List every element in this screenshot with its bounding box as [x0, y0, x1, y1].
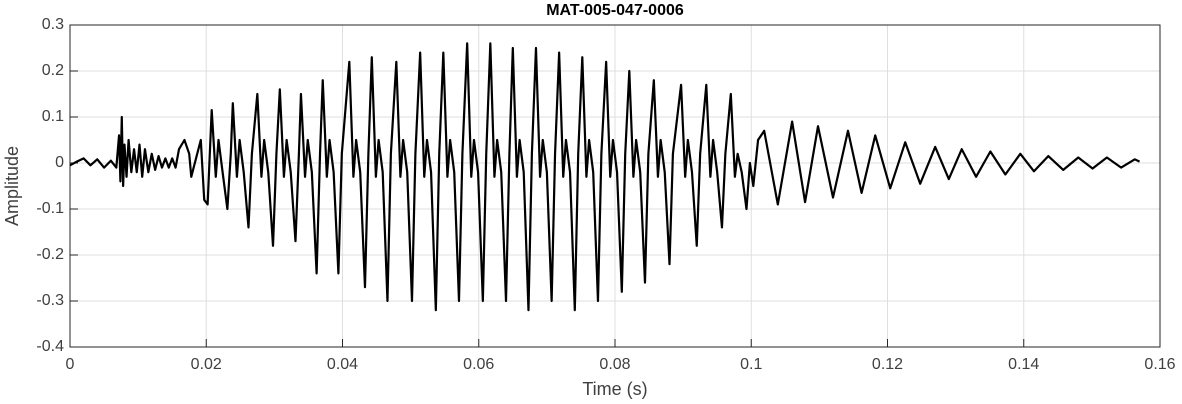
chart-title: MAT-005-047-0006: [546, 2, 684, 19]
x-tick-label: 0.04: [327, 356, 358, 373]
y-axis-label: Amplitude: [2, 146, 22, 226]
x-tick-label: 0.06: [463, 356, 494, 373]
y-tick-label: 0: [55, 154, 64, 171]
x-tick-label: 0.14: [1008, 356, 1039, 373]
waveform-line: [69, 42, 1141, 312]
y-tick-label: -0.3: [36, 292, 64, 309]
x-tick-label: 0.08: [599, 356, 630, 373]
y-tick-label: -0.4: [36, 338, 64, 355]
x-tick-label: 0.1: [740, 356, 762, 373]
x-axis-label: Time (s): [582, 379, 647, 399]
y-tick-label: 0.3: [42, 16, 64, 33]
x-tick-label: 0.02: [191, 356, 222, 373]
y-tick-label: 0.2: [42, 62, 64, 79]
x-tick-label: 0.12: [872, 356, 903, 373]
x-tick-label: 0: [66, 356, 75, 373]
x-tick-label: 0.16: [1144, 356, 1175, 373]
y-tick-label: -0.2: [36, 246, 64, 263]
y-tick-label: -0.1: [36, 200, 64, 217]
y-tick-label: 0.1: [42, 108, 64, 125]
plot-frame: [69, 24, 1161, 348]
